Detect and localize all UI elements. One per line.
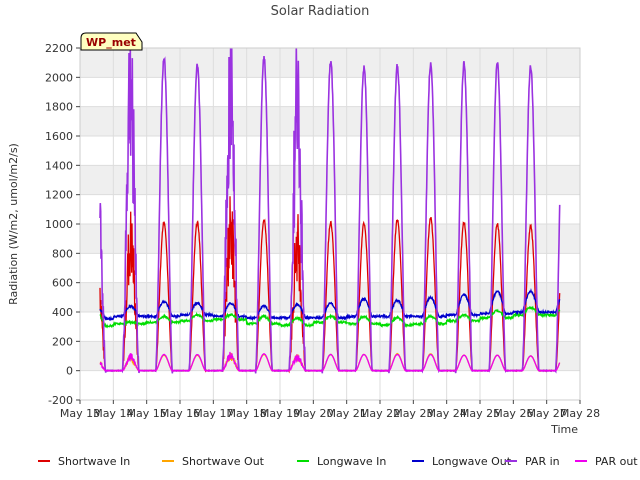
y-tick-label: 0 (66, 365, 73, 378)
series-line-par-out (99, 351, 561, 373)
legend-item: Shortwave In (38, 455, 130, 468)
y-axis-label: Radiation (W/m2, umol/m2/s) (7, 143, 20, 305)
legend-label: PAR out (595, 455, 638, 468)
station-label: WP_met (86, 36, 136, 49)
grid-band (80, 282, 580, 312)
x-axis-label: Time (550, 423, 578, 436)
x-tick-label: May 26 (493, 407, 533, 420)
legend-item: Longwave Out (412, 455, 512, 468)
legend-item: Shortwave Out (162, 455, 265, 468)
y-tick-label: 2200 (45, 42, 73, 55)
x-tick-label: May 14 (93, 407, 133, 420)
legend-item: PAR in (505, 455, 560, 468)
x-tick-label: May 17 (193, 407, 233, 420)
x-tick-label: May 21 (327, 407, 367, 420)
station-label-box: WP_met (80, 32, 143, 51)
y-tick-label: 1400 (45, 159, 73, 172)
x-tick-label: May 25 (460, 407, 500, 420)
y-tick-label: 800 (52, 247, 73, 260)
legend-item: Longwave In (297, 455, 386, 468)
y-tick-label: 1600 (45, 130, 73, 143)
x-tick-label: May 22 (360, 407, 400, 420)
legend-label: Longwave In (317, 455, 386, 468)
y-tick-label: 400 (52, 306, 73, 319)
legend-label: PAR in (525, 455, 560, 468)
legend-label: Longwave Out (432, 455, 512, 468)
grid-band (80, 165, 580, 195)
x-tick-label: May 18 (227, 407, 267, 420)
legend-label: Shortwave Out (182, 455, 265, 468)
x-tick-label: May 16 (160, 407, 200, 420)
x-tick-label: May 24 (427, 407, 467, 420)
chart-title: Solar Radiation (271, 4, 370, 19)
grid-band (80, 106, 580, 136)
series-line-longwave-in (99, 305, 561, 329)
legend-label: Shortwave In (58, 455, 130, 468)
series-line-longwave-out (99, 288, 561, 322)
x-tick-label: May 28 (560, 407, 600, 420)
x-tick-label: May 19 (260, 407, 300, 420)
legend-item: PAR out (575, 455, 638, 468)
y-tick-label: 600 (52, 277, 73, 290)
y-tick-label: -200 (48, 394, 73, 407)
y-tick-label: 200 (52, 335, 73, 348)
y-tick-label: 1800 (45, 101, 73, 114)
x-tick-label: May 13 (60, 407, 100, 420)
x-tick-label: May 15 (127, 407, 167, 420)
x-tick-label: May 20 (293, 407, 333, 420)
y-tick-label: 2000 (45, 71, 73, 84)
x-tick-label: May 27 (527, 407, 567, 420)
x-tick-label: May 23 (393, 407, 433, 420)
y-tick-label: 1000 (45, 218, 73, 231)
y-tick-label: 1200 (45, 189, 73, 202)
